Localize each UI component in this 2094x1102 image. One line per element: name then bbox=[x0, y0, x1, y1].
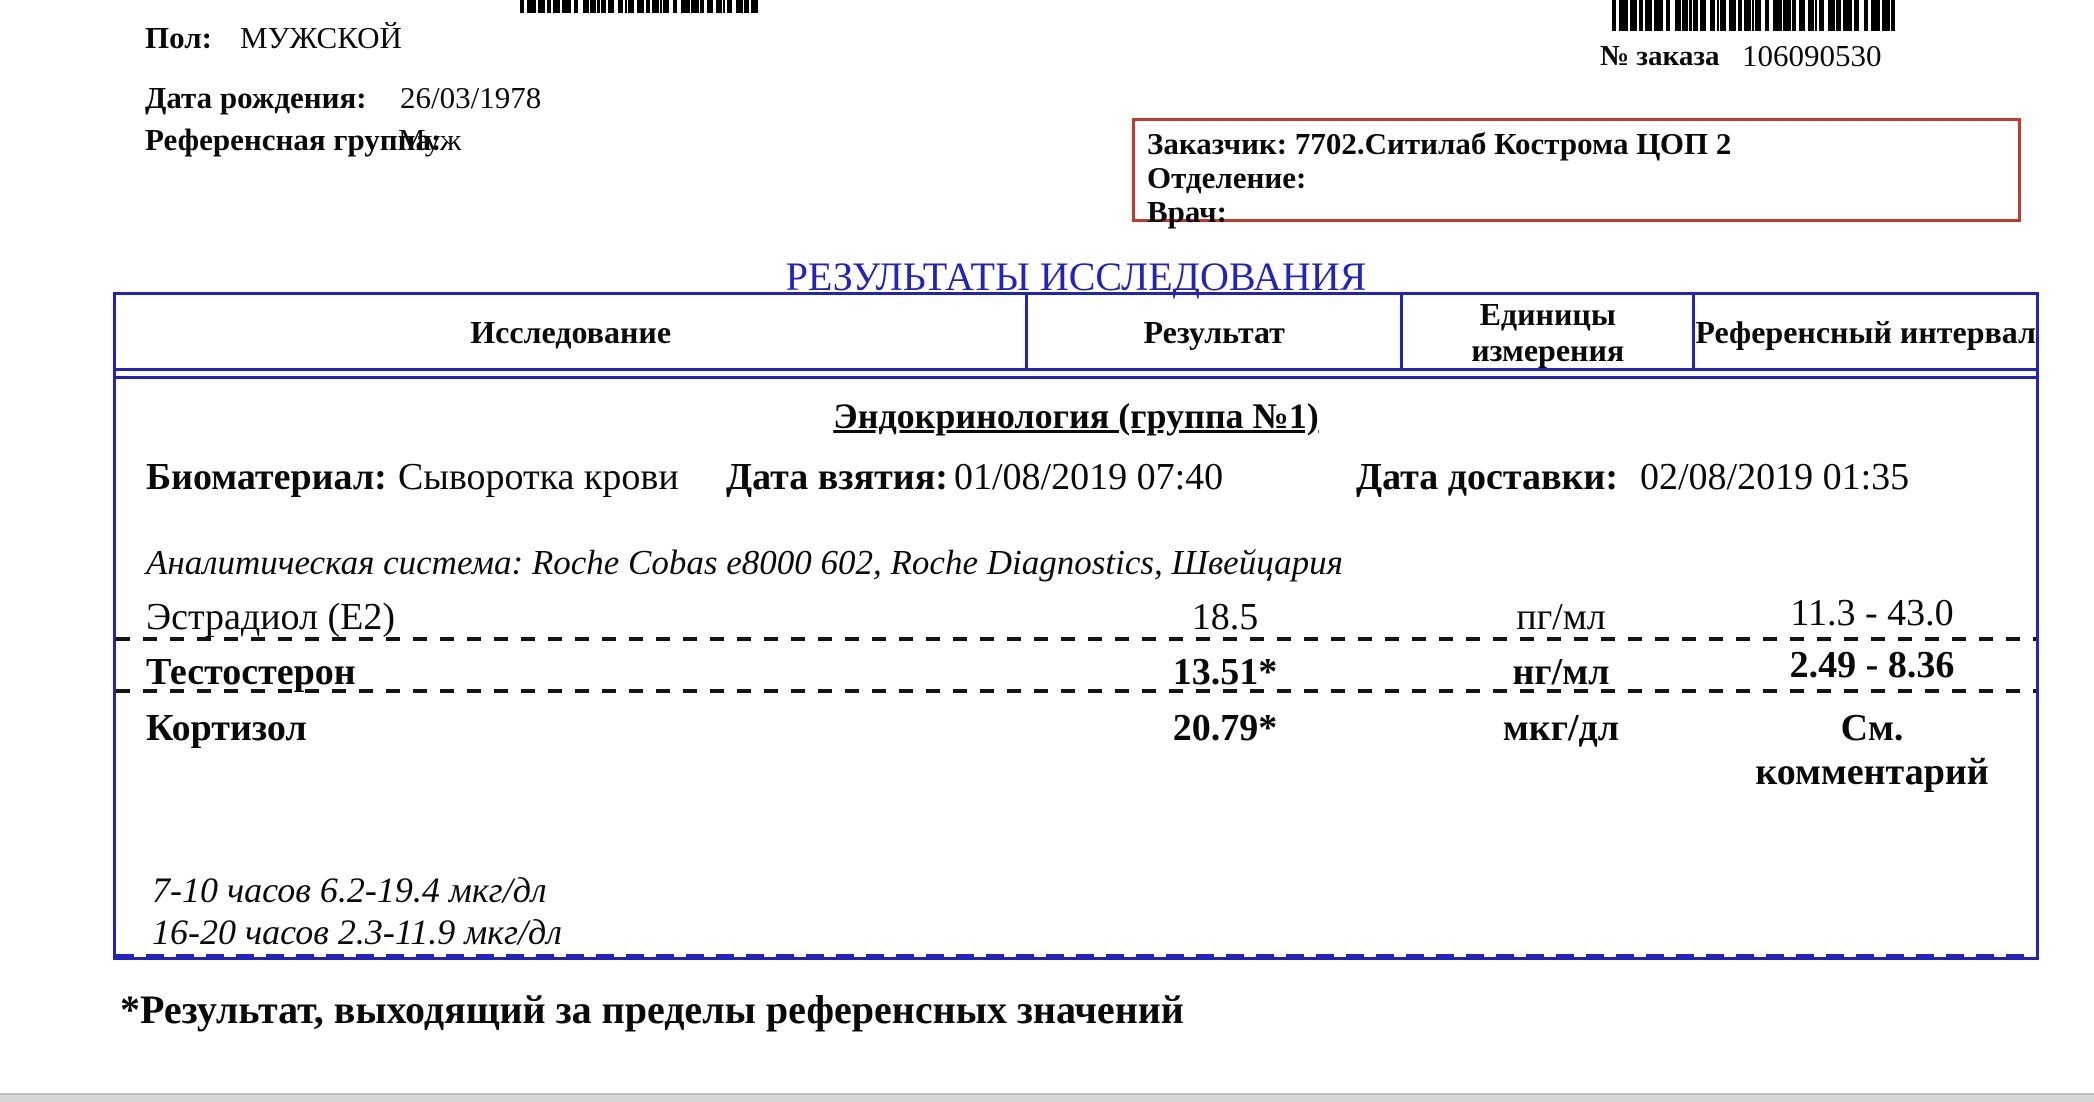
birth-date-label: Дата рождения: bbox=[145, 80, 367, 115]
sex-label: Пол: bbox=[145, 20, 212, 55]
table-bottom-dashed-line bbox=[116, 954, 2036, 957]
footnote: *Результат, выходящий за пределы референ… bbox=[120, 987, 1184, 1032]
column-header-units: Единицы измерения bbox=[1403, 295, 1696, 368]
column-header-study: Исследование bbox=[116, 295, 1029, 368]
column-header-reference: Референсный интервал bbox=[1695, 313, 2036, 350]
test-units: нг/мл bbox=[1512, 651, 1610, 693]
analytic-system-line: Аналитическая система: Roche Cobas e8000… bbox=[146, 543, 1343, 582]
test-result: 13.51* bbox=[1172, 651, 1278, 693]
test-units: пг/мл bbox=[1516, 596, 1606, 638]
test-name: Эстрадиол (Е2) bbox=[146, 596, 396, 638]
test-name: Тестостерон bbox=[146, 651, 356, 693]
biomaterial-value: Сыворотка крови bbox=[398, 456, 679, 498]
biomaterial-label: Биоматериал: bbox=[146, 456, 387, 498]
customer-box: Заказчик: 7702.Ситилаб Кострома ЦОП 2 От… bbox=[1132, 118, 2021, 229]
comment-line: 16-20 часов 2.3-11.9 мкг/дл bbox=[152, 912, 562, 952]
barcode-partial bbox=[520, 0, 758, 13]
test-reference-text: См. комментарий bbox=[1755, 707, 1989, 793]
department-line: Отделение: bbox=[1147, 160, 1307, 195]
bottom-edge-bar bbox=[0, 1093, 2094, 1102]
delivery-date-label: Дата доставки: bbox=[1356, 456, 1618, 498]
group-title: Эндокринология (группа №1) bbox=[833, 396, 1319, 436]
header-underline bbox=[116, 375, 2036, 379]
results-title: РЕЗУЛЬТАТЫ ИССЛЕДОВАНИЯ bbox=[785, 254, 1367, 299]
test-reference: 2.49 - 8.36 bbox=[1789, 644, 1955, 686]
comment-line: 7-10 часов 6.2-19.4 мкг/дл bbox=[152, 870, 547, 910]
delivery-date-value: 02/08/2019 01:35 bbox=[1640, 456, 1910, 498]
birth-date-value: 26/03/1978 bbox=[400, 80, 542, 115]
test-name: Кортизол bbox=[146, 707, 307, 749]
sex-value: МУЖСКОЙ bbox=[240, 20, 402, 55]
doctor-line: Врач: bbox=[1147, 194, 1227, 229]
row-separator bbox=[116, 637, 2036, 641]
test-result: 18.5 bbox=[1191, 596, 1259, 638]
test-reference: См. комментарий bbox=[1708, 706, 2036, 794]
column-header-result: Результат bbox=[1028, 295, 1404, 368]
order-barcode bbox=[1612, 0, 1895, 31]
test-result: 20.79* bbox=[1172, 707, 1278, 749]
collection-date-value: 01/08/2019 07:40 bbox=[954, 456, 1224, 498]
test-units: мкг/дл bbox=[1502, 707, 1620, 749]
table-header-row: Исследование Результат Единицы измерения… bbox=[116, 295, 2036, 371]
test-reference: 11.3 - 43.0 bbox=[1790, 592, 1954, 634]
customer-line: Заказчик: 7702.Ситилаб Кострома ЦОП 2 bbox=[1147, 126, 1732, 161]
row-separator bbox=[116, 689, 2036, 693]
ref-group-value: Муж bbox=[398, 122, 462, 157]
order-number-label: № заказа bbox=[1600, 40, 1720, 72]
order-number-value: 106090530 bbox=[1742, 38, 1882, 73]
collection-date-label: Дата взятия: bbox=[726, 456, 948, 498]
ref-group-label: Референсная группа: bbox=[145, 122, 442, 157]
results-table: Исследование Результат Единицы измерения… bbox=[113, 292, 2039, 960]
